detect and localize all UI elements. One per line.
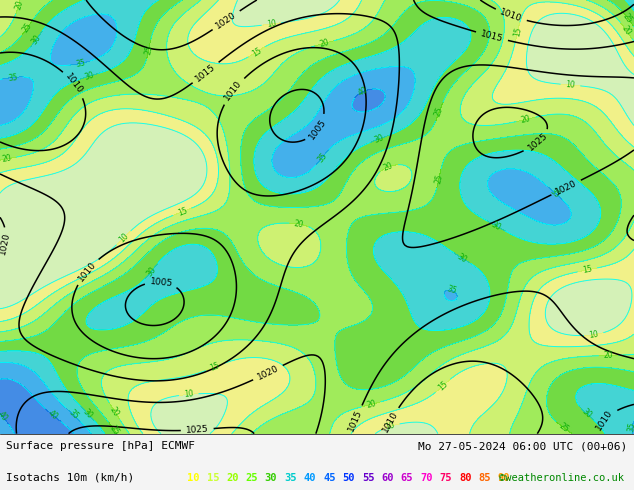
Text: 75: 75 — [439, 472, 452, 483]
Text: 30: 30 — [83, 71, 95, 82]
Text: 40: 40 — [304, 472, 316, 483]
Text: 20: 20 — [520, 114, 531, 125]
Text: 55: 55 — [362, 472, 374, 483]
Text: 80: 80 — [459, 472, 472, 483]
Text: 20: 20 — [319, 38, 330, 49]
Text: 30: 30 — [30, 32, 43, 46]
Text: 1020: 1020 — [0, 232, 11, 256]
Text: 50: 50 — [342, 472, 355, 483]
Text: 35: 35 — [75, 58, 86, 69]
Text: 40: 40 — [356, 86, 369, 98]
Text: 1015: 1015 — [194, 62, 217, 83]
Text: 30: 30 — [489, 220, 503, 232]
Text: 85: 85 — [479, 472, 491, 483]
Text: 35: 35 — [548, 186, 562, 199]
Text: 10: 10 — [566, 80, 576, 90]
Text: 20: 20 — [13, 0, 25, 10]
Text: 10: 10 — [187, 472, 200, 483]
Text: 15: 15 — [207, 472, 219, 483]
Text: 10: 10 — [183, 390, 194, 399]
Text: 1015: 1015 — [480, 29, 504, 44]
Text: 1010: 1010 — [380, 410, 399, 434]
Text: 10: 10 — [384, 420, 396, 432]
Text: 90: 90 — [498, 472, 510, 483]
Text: 60: 60 — [381, 472, 394, 483]
Text: 30: 30 — [265, 472, 277, 483]
Text: 40: 40 — [0, 410, 9, 423]
Text: 15: 15 — [176, 206, 188, 218]
Text: 45: 45 — [323, 472, 335, 483]
Text: 25: 25 — [434, 173, 444, 184]
Text: 15: 15 — [512, 26, 523, 38]
Text: 25: 25 — [434, 105, 445, 118]
Text: 35: 35 — [284, 472, 297, 483]
Text: 35: 35 — [316, 151, 329, 164]
Text: 40: 40 — [46, 409, 60, 422]
Text: 20: 20 — [108, 405, 121, 417]
Text: 10: 10 — [588, 329, 599, 340]
Text: 65: 65 — [401, 472, 413, 483]
Text: 20: 20 — [1, 154, 12, 164]
Text: 1025: 1025 — [526, 131, 549, 153]
Text: 1020: 1020 — [554, 178, 578, 196]
Text: 1010: 1010 — [594, 408, 614, 433]
Text: 1010: 1010 — [499, 7, 523, 24]
Text: 1020: 1020 — [256, 364, 280, 382]
Text: 1025: 1025 — [186, 425, 209, 435]
Text: 20: 20 — [294, 219, 304, 229]
Text: 1020: 1020 — [214, 10, 238, 30]
Text: 25: 25 — [21, 21, 34, 34]
Text: 20: 20 — [226, 472, 238, 483]
Text: 1010: 1010 — [63, 72, 85, 96]
Text: 15: 15 — [209, 361, 221, 373]
Text: 1010: 1010 — [76, 260, 98, 283]
Text: Surface pressure [hPa] ECMWF: Surface pressure [hPa] ECMWF — [6, 441, 195, 451]
Text: 15: 15 — [582, 265, 593, 275]
Text: Mo 27-05-2024 06:00 UTC (00+06): Mo 27-05-2024 06:00 UTC (00+06) — [418, 441, 628, 451]
Text: 20: 20 — [604, 351, 614, 360]
Text: 30: 30 — [456, 252, 469, 265]
Text: 70: 70 — [420, 472, 432, 483]
Text: 35: 35 — [8, 73, 18, 82]
Text: 15: 15 — [436, 379, 450, 392]
Text: 30: 30 — [373, 133, 385, 145]
Text: 20: 20 — [382, 161, 394, 173]
Text: 15: 15 — [250, 46, 263, 58]
Text: 1010: 1010 — [223, 79, 244, 102]
Text: 1005: 1005 — [149, 276, 173, 288]
Text: ©weatheronline.co.uk: ©weatheronline.co.uk — [500, 472, 624, 483]
Text: 35: 35 — [627, 421, 634, 432]
Text: 1005: 1005 — [307, 117, 328, 141]
Text: 35: 35 — [446, 285, 458, 296]
Text: Isotachs 10m (km/h): Isotachs 10m (km/h) — [6, 472, 134, 483]
Text: 20: 20 — [365, 399, 377, 410]
Text: 30: 30 — [579, 407, 593, 420]
Text: 10: 10 — [117, 231, 130, 245]
Text: 35: 35 — [67, 408, 80, 421]
Text: 10: 10 — [266, 19, 277, 29]
Text: 25: 25 — [245, 472, 258, 483]
Text: 25: 25 — [108, 424, 121, 437]
Text: 30: 30 — [81, 407, 94, 420]
Text: 25: 25 — [557, 421, 571, 434]
Text: 25: 25 — [143, 44, 154, 55]
Text: 30: 30 — [145, 265, 158, 278]
Text: 20: 20 — [620, 24, 633, 37]
Text: 25: 25 — [621, 11, 634, 24]
Text: 1015: 1015 — [347, 408, 364, 433]
